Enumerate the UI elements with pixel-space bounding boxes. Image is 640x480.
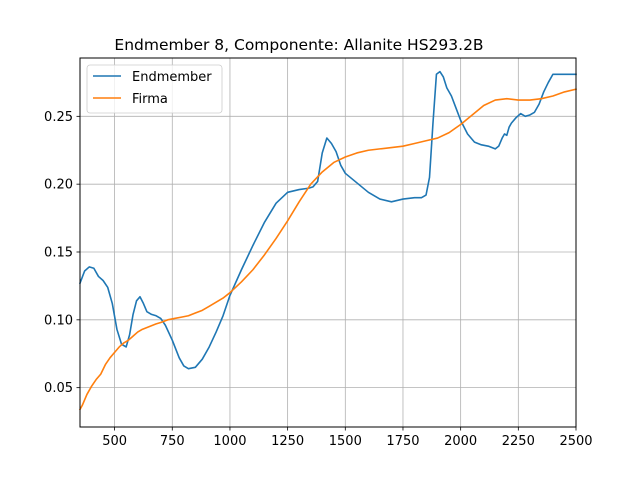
x-axis: 500 750 1000 1250 1500 1750 2000 2250 2500 [102, 427, 593, 449]
x-tick-label: 500 [102, 434, 127, 449]
x-tick-label: 750 [160, 434, 185, 449]
series-line-firma [78, 88, 577, 411]
legend-label: Firma [132, 92, 168, 107]
x-tick-label: 2250 [502, 434, 535, 449]
x-tick-label: 1750 [386, 434, 419, 449]
x-tick-label: 1500 [329, 434, 362, 449]
x-tick-label: 1000 [213, 434, 246, 449]
y-tick-label: 0.20 [44, 178, 73, 193]
series-group [78, 70, 577, 411]
y-tick-label: 0.15 [44, 245, 73, 260]
x-tick-label: 2500 [559, 434, 592, 449]
y-tick-label: 0.10 [44, 313, 73, 328]
plot-frame [79, 57, 577, 428]
x-tick-label: 1250 [271, 434, 304, 449]
y-tick-label: 0.25 [44, 110, 73, 125]
series-line-endmember [78, 70, 577, 370]
y-tick-label: 0.05 [44, 381, 73, 396]
legend-label: Endmember [132, 70, 212, 85]
y-axis: 0.05 0.10 0.15 0.20 0.25 [44, 110, 80, 396]
chart-title: Endmember 8, Componente: Allanite HS293.… [114, 36, 483, 54]
legend: Endmember Firma [86, 64, 223, 114]
legend-box [86, 64, 223, 114]
x-tick-label: 2000 [444, 434, 477, 449]
